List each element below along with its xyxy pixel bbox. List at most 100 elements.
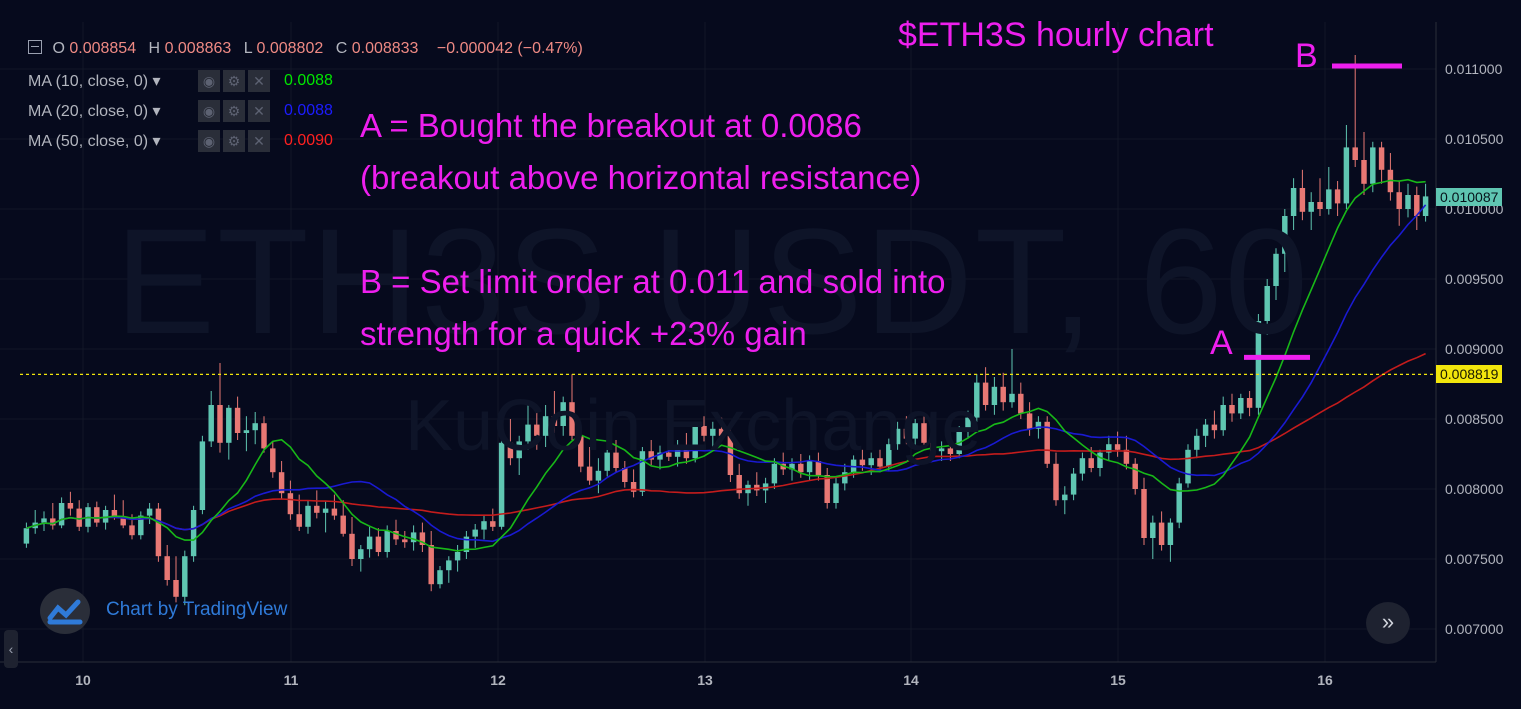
candle-body <box>630 482 637 492</box>
ma-label-text: MA (50, close, 0) <box>28 133 149 150</box>
candle-body <box>578 435 584 467</box>
candle-body <box>1009 393 1015 403</box>
candle-body <box>366 536 373 550</box>
gear-icon[interactable]: ⚙ <box>223 130 245 152</box>
candle-body <box>1158 522 1165 545</box>
candle-body <box>982 382 989 405</box>
candle-body <box>1035 421 1042 429</box>
ma-row-10[interactable]: MA (10, close, 0) ▾ ◉ ⚙ ✕ 0.0088 <box>28 70 333 92</box>
ma-value: 0.0088 <box>284 72 333 89</box>
candle-body <box>736 475 742 494</box>
candle-body <box>410 532 417 543</box>
candle-body <box>613 452 619 468</box>
grid-lines <box>0 22 1436 662</box>
ma50-line <box>26 352 1426 531</box>
ma10-line <box>26 178 1426 552</box>
eye-icon[interactable]: ◉ <box>198 130 220 152</box>
price-tick-label: 0.008500 <box>1445 411 1504 427</box>
eye-icon[interactable]: ◉ <box>198 100 220 122</box>
dropdown-arrow-icon[interactable]: ▾ <box>152 133 161 150</box>
candle-body <box>58 503 65 526</box>
candle-body <box>516 441 522 459</box>
candle-body <box>120 517 126 526</box>
ma-label-text: MA (10, close, 0) <box>28 73 149 90</box>
time-tick-label: 14 <box>903 672 919 688</box>
candle-body <box>947 448 954 454</box>
candle-body <box>226 407 232 443</box>
candle-body <box>1070 473 1077 495</box>
candle-body <box>446 560 452 571</box>
ma20-line <box>26 204 1427 543</box>
gear-icon[interactable]: ⚙ <box>223 70 245 92</box>
candle-body <box>1167 522 1174 545</box>
candle-body <box>1123 449 1130 464</box>
ma-value: 0.0090 <box>284 132 333 149</box>
candle-body <box>102 510 109 523</box>
candle-body <box>243 430 250 433</box>
candle-body <box>498 442 505 527</box>
candle-body <box>454 552 461 561</box>
time-tick-label: 11 <box>283 672 299 688</box>
candle-body <box>824 475 830 503</box>
left-panel-toggle[interactable]: ‹ <box>4 630 18 668</box>
candle-body <box>305 505 311 527</box>
exchange-watermark: KuCoin Exchange <box>405 386 982 466</box>
candle-body <box>1150 522 1156 538</box>
target-pin-label: B <box>1295 37 1318 75</box>
candle-body <box>463 536 470 552</box>
candle-body <box>1378 147 1385 170</box>
candle-body <box>1255 321 1262 408</box>
candle-body <box>877 458 883 467</box>
candle-body <box>278 472 285 494</box>
close-icon[interactable]: ✕ <box>248 130 270 152</box>
candle-body <box>129 525 135 536</box>
tradingview-branding[interactable]: Chart by TradingView <box>106 599 288 620</box>
price-tick-label: 0.011000 <box>1445 61 1503 77</box>
candle-body <box>1018 393 1024 414</box>
candle-body <box>1370 147 1376 184</box>
candle-body <box>1343 147 1350 204</box>
price-tick-label: 0.009500 <box>1445 271 1504 287</box>
ma-label[interactable]: MA (20, close, 0) ▾ <box>28 101 198 121</box>
candle-body <box>1361 160 1367 184</box>
collapse-legend-icon[interactable] <box>28 40 42 54</box>
candle-body <box>569 402 575 436</box>
candle-body <box>542 416 549 436</box>
candle-body <box>1185 449 1191 484</box>
close-label: C <box>335 40 348 57</box>
candle-body <box>1246 398 1253 408</box>
entry-pin-label: A <box>1210 324 1233 362</box>
ma-row-50[interactable]: MA (50, close, 0) ▾ ◉ ⚙ ✕ 0.0090 <box>28 130 333 152</box>
candle-body <box>384 531 390 552</box>
candlestick-series <box>23 55 1429 606</box>
ma-label[interactable]: MA (50, close, 0) ▾ <box>28 131 198 151</box>
candle-body <box>666 452 672 457</box>
candle-body <box>771 463 778 484</box>
candle-body <box>1211 424 1218 431</box>
annotation-b-line1: B = Set limit order at 0.011 and sold in… <box>360 263 946 300</box>
close-icon[interactable]: ✕ <box>248 100 270 122</box>
candle-body <box>1299 188 1306 212</box>
candle-body <box>1396 192 1402 209</box>
candle-body <box>1229 405 1235 414</box>
candle-body <box>534 424 540 436</box>
tradingview-logo[interactable] <box>40 588 90 634</box>
candle-body <box>1273 253 1279 286</box>
scroll-to-realtime-button[interactable]: » <box>1366 602 1410 644</box>
candle-body <box>525 424 531 442</box>
close-icon[interactable]: ✕ <box>248 70 270 92</box>
candle-body <box>859 459 866 466</box>
candle-body <box>41 518 47 523</box>
dropdown-arrow-icon[interactable]: ▾ <box>152 73 161 90</box>
open-value: 0.008854 <box>69 40 137 57</box>
candle-body <box>674 447 681 457</box>
dropdown-arrow-icon[interactable]: ▾ <box>152 103 161 120</box>
ma-row-20[interactable]: MA (20, close, 0) ▾ ◉ ⚙ ✕ 0.0088 <box>28 100 333 122</box>
candle-body <box>692 426 698 459</box>
candle-body <box>507 442 514 459</box>
ma-label[interactable]: MA (10, close, 0) ▾ <box>28 71 198 91</box>
eye-icon[interactable]: ◉ <box>198 70 220 92</box>
candle-body <box>1308 202 1314 212</box>
gear-icon[interactable]: ⚙ <box>223 100 245 122</box>
annotation-b-line2: strength for a quick +23% gain <box>360 315 807 352</box>
